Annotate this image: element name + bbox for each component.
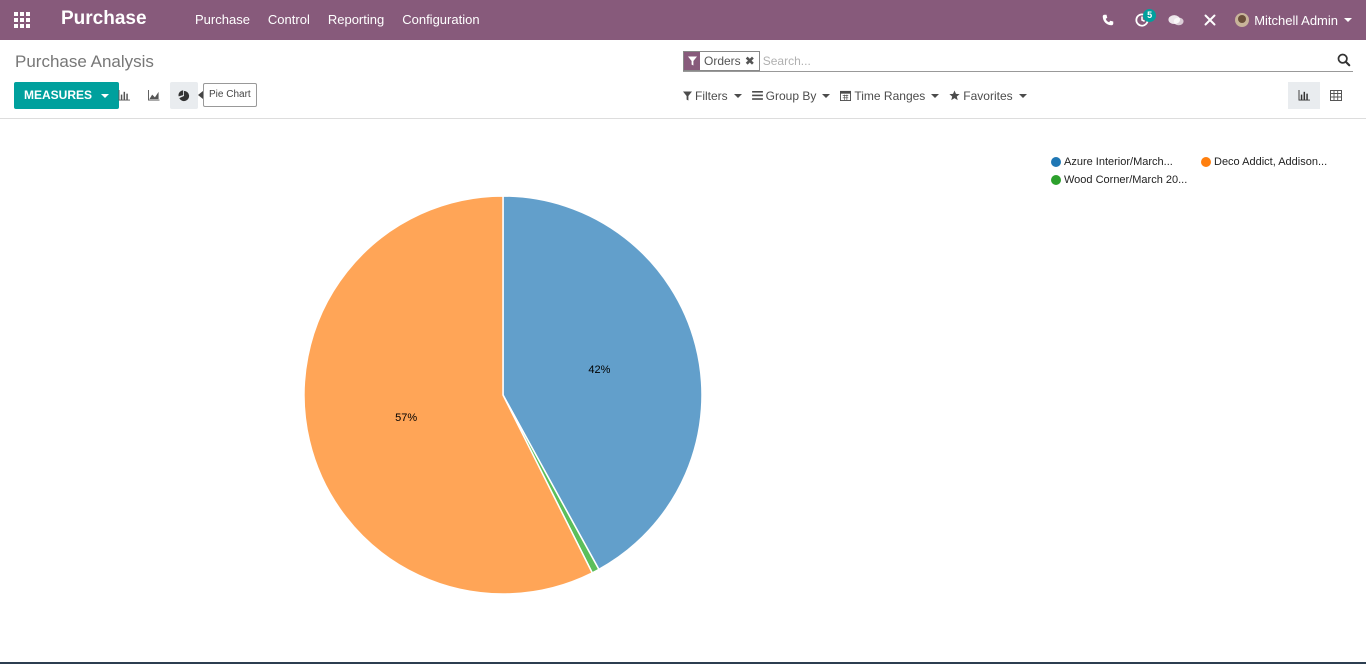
chevron-down-icon <box>822 93 831 98</box>
bars-icon <box>751 91 763 100</box>
graph-view: 42% 57% Azure Interior/March... Deco Addic… <box>0 120 1366 664</box>
chevron-down-icon <box>1344 18 1352 22</box>
search-options: Filters Group By Time Ranges Favorites <box>683 82 1037 109</box>
legend-label: Wood Corner/March 20... <box>1064 174 1188 186</box>
group-by-dropdown[interactable]: Group By <box>751 88 831 103</box>
chevron-down-icon <box>1018 93 1027 98</box>
legend-item[interactable]: Deco Addict, Addison... <box>1201 153 1351 171</box>
menu-item-configuration[interactable]: Configuration <box>402 12 480 27</box>
bottom-border <box>0 662 1366 664</box>
favorites-label: Favorites <box>963 88 1013 103</box>
pie-chart-button[interactable] <box>170 82 198 109</box>
legend-dot <box>1051 175 1061 185</box>
debug-tools-icon[interactable] <box>1193 0 1227 40</box>
pie-chart: 42% 57% <box>303 195 703 595</box>
chevron-down-icon <box>101 93 110 98</box>
legend-item[interactable]: Azure Interior/March... <box>1051 153 1201 171</box>
legend-dot <box>1051 157 1061 167</box>
measures-button[interactable]: MEASURES <box>14 82 120 109</box>
measures-label: MEASURES <box>24 88 93 102</box>
top-navbar: Purchase Purchase Control Reporting Conf… <box>0 0 1366 40</box>
search-facet[interactable]: Orders ✖ <box>683 50 760 71</box>
activity-clock-icon[interactable]: 5 <box>1125 0 1159 40</box>
filter-icon <box>684 51 700 70</box>
filters-dropdown[interactable]: Filters <box>683 89 742 103</box>
breadcrumb: Purchase Analysis <box>15 52 154 71</box>
filter-icon <box>683 91 692 100</box>
chevron-down-icon <box>733 93 742 98</box>
favorites-dropdown[interactable]: Favorites <box>949 88 1027 103</box>
phone-icon[interactable] <box>1091 0 1125 40</box>
chart-legend: Azure Interior/March... Deco Addict, Addi… <box>1051 153 1351 189</box>
search-input[interactable] <box>762 53 1337 68</box>
legend-label: Deco Addict, Addison... <box>1214 156 1328 168</box>
activity-badge: 5 <box>1143 9 1157 22</box>
pie-slice-0[interactable] <box>502 195 703 571</box>
legend-item[interactable]: Wood Corner/March 20... <box>1051 171 1201 189</box>
view-switcher <box>1288 82 1352 109</box>
bar-chart-button[interactable] <box>110 82 138 109</box>
app-title[interactable]: Purchase <box>61 8 147 29</box>
calendar-icon <box>840 90 852 101</box>
filters-label: Filters <box>695 88 728 103</box>
close-icon[interactable]: ✖ <box>744 53 755 68</box>
chevron-down-icon <box>931 93 940 98</box>
user-menu[interactable]: Mitchell Admin <box>1227 0 1366 40</box>
apps-menu-icon[interactable] <box>14 12 30 28</box>
time-ranges-label: Time Ranges <box>854 88 926 103</box>
search-icon[interactable] <box>1337 53 1353 69</box>
graph-view-icon[interactable] <box>1288 82 1320 109</box>
facet-value: Orders <box>704 53 741 68</box>
chat-bubbles-icon[interactable] <box>1159 0 1193 40</box>
star-icon <box>949 90 960 101</box>
line-chart-button[interactable] <box>140 82 168 109</box>
search-bar: Orders ✖ <box>683 50 1353 72</box>
control-panel: Purchase Analysis Orders ✖ MEASURES Pie … <box>0 40 1366 119</box>
legend-label: Azure Interior/March... <box>1064 156 1173 168</box>
group-by-label: Group By <box>765 88 817 103</box>
menu-item-reporting[interactable]: Reporting <box>327 12 385 27</box>
menu-item-control[interactable]: Control <box>267 12 310 27</box>
pie-data-label-0: 42% <box>588 364 610 376</box>
legend-dot <box>1201 157 1211 167</box>
pie-chart-tooltip: Pie Chart <box>198 83 257 107</box>
systray: 5 Mitchell Admin <box>1091 0 1366 40</box>
time-ranges-dropdown[interactable]: Time Ranges <box>840 88 940 103</box>
pie-data-label-2: 57% <box>395 412 417 424</box>
avatar <box>1235 13 1250 27</box>
pivot-view-icon[interactable] <box>1320 82 1352 109</box>
pie-slice-2[interactable] <box>303 195 594 595</box>
main-menu: Purchase Control Reporting Configuration <box>186 0 489 40</box>
menu-item-purchase[interactable]: Purchase <box>195 12 250 27</box>
user-name: Mitchell Admin <box>1254 12 1338 28</box>
